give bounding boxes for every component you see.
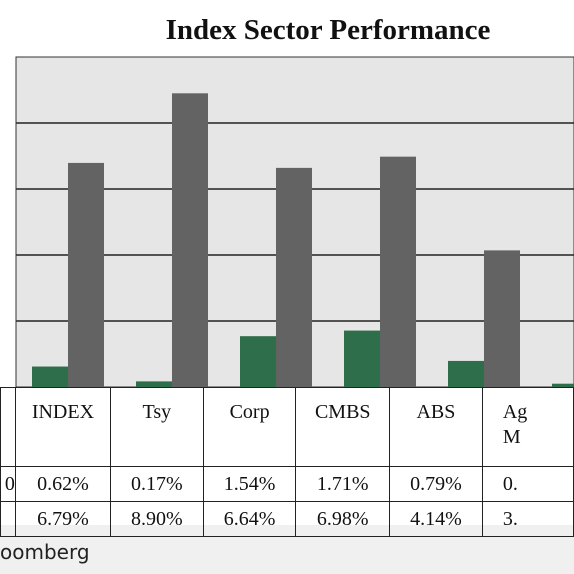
- table-row: 6.79% 8.90% 6.64% 6.98% 4.14% 3.: [0, 501, 574, 537]
- bar: [68, 162, 104, 387]
- chart-plot: [15, 56, 574, 387]
- bar: [448, 360, 484, 387]
- table-row-label: 0: [0, 466, 16, 502]
- table-cell: 6.79%: [14, 501, 111, 537]
- data-table: INDEX Tsy Corp CMBS ABS Ag M 0 0.62% 0.1…: [0, 387, 574, 537]
- bar: [344, 330, 380, 387]
- table-cell: 6.98%: [295, 501, 391, 537]
- bar: [380, 156, 416, 387]
- table-cell: 0.: [481, 466, 574, 502]
- table-header-cell: INDEX: [14, 387, 111, 467]
- table-cell: 0.17%: [109, 466, 204, 502]
- table-cell: 0.79%: [389, 466, 483, 502]
- table-header-cell: ABS: [389, 387, 483, 467]
- table-cell: 8.90%: [109, 501, 204, 537]
- table-cell: 3.: [481, 501, 574, 537]
- bar: [172, 93, 208, 387]
- table-header-cell: Ag M: [481, 387, 574, 467]
- table-cell: 0.62%: [14, 466, 111, 502]
- table-corner-cell: [0, 387, 16, 467]
- bar: [32, 366, 68, 387]
- table-header-cell: Tsy: [109, 387, 204, 467]
- bar: [276, 167, 312, 387]
- table-row-label: [0, 501, 16, 537]
- table-cell: 1.71%: [295, 466, 391, 502]
- bar: [240, 336, 276, 387]
- table-cell: 4.14%: [389, 501, 483, 537]
- table-header-cell: CMBS: [295, 387, 391, 467]
- table-row: 0 0.62% 0.17% 1.54% 1.71% 0.79% 0.: [0, 466, 574, 502]
- bar: [484, 250, 520, 387]
- bar: [552, 383, 574, 387]
- table-cell: 6.64%: [202, 501, 297, 537]
- source-note: oomberg: [0, 540, 90, 564]
- table-cell: 1.54%: [202, 466, 297, 502]
- chart-area: Index Sector Performance INDEX Tsy Corp …: [0, 0, 574, 537]
- bar: [136, 381, 172, 387]
- table-header-cell: Corp: [202, 387, 297, 467]
- chart-title: Index Sector Performance: [165, 14, 491, 46]
- table-header-row: INDEX Tsy Corp CMBS ABS Ag M: [0, 387, 574, 467]
